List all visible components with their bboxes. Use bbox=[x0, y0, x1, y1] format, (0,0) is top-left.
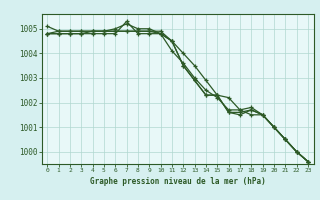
X-axis label: Graphe pression niveau de la mer (hPa): Graphe pression niveau de la mer (hPa) bbox=[90, 177, 266, 186]
